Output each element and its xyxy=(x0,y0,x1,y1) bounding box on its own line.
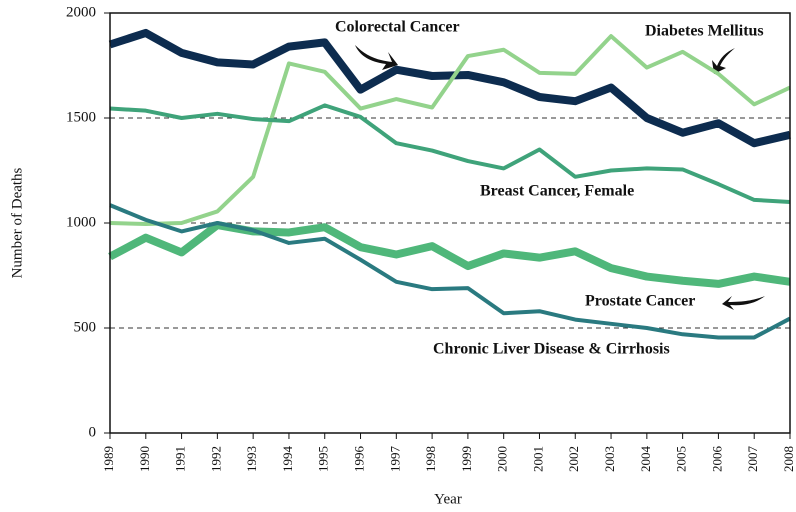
x-tick-label: 2006 xyxy=(709,446,724,473)
series-label: Diabetes Mellitus xyxy=(645,23,764,40)
x-tick-label: 2004 xyxy=(638,446,653,473)
x-tick-label: 1998 xyxy=(423,446,438,472)
line-series xyxy=(109,103,791,204)
series-label: Chronic Liver Disease & Cirrhosis xyxy=(433,341,670,358)
arrow xyxy=(355,45,398,70)
x-axis-label: Year xyxy=(434,491,462,507)
series-label: Prostate Cancer xyxy=(585,293,695,310)
x-tick-label: 1992 xyxy=(208,446,223,472)
x-tick-label: 2003 xyxy=(602,446,617,472)
x-tick-label: 1989 xyxy=(101,446,116,472)
y-tick-label: 0 xyxy=(89,424,97,440)
arrow xyxy=(712,48,735,74)
x-tick-label: 1995 xyxy=(316,446,331,472)
line-series xyxy=(108,28,791,148)
line-series xyxy=(109,34,791,227)
x-tick-label: 1991 xyxy=(173,446,188,472)
x-tick-label: 2008 xyxy=(781,446,796,472)
x-tick-label: 1997 xyxy=(387,446,402,473)
plot-frame xyxy=(109,12,791,434)
x-tick-label: 2000 xyxy=(495,446,510,472)
x-tick-label: 1999 xyxy=(459,446,474,472)
x-tick-label: 2007 xyxy=(745,446,760,473)
x-tick-label: 2002 xyxy=(566,446,581,472)
arrow xyxy=(722,296,765,310)
line-series xyxy=(108,221,791,288)
x-tick-label: 1990 xyxy=(137,446,152,472)
y-tick-label: 2000 xyxy=(66,4,96,20)
x-tick-label: 1993 xyxy=(244,446,259,472)
y-tick-label: 1500 xyxy=(66,109,96,125)
line-series xyxy=(109,203,791,340)
x-tick-label: 2005 xyxy=(674,446,689,472)
series-label: Colorectal Cancer xyxy=(335,19,460,36)
x-tick-label: 2001 xyxy=(530,446,545,472)
y-axis-label: Number of Deaths xyxy=(9,167,25,278)
x-tick-label: 1994 xyxy=(280,446,295,473)
y-tick-label: 1000 xyxy=(66,214,96,230)
y-tick-label: 500 xyxy=(74,319,97,335)
series-label: Breast Cancer, Female xyxy=(480,183,634,200)
x-tick-label: 1996 xyxy=(352,446,367,473)
